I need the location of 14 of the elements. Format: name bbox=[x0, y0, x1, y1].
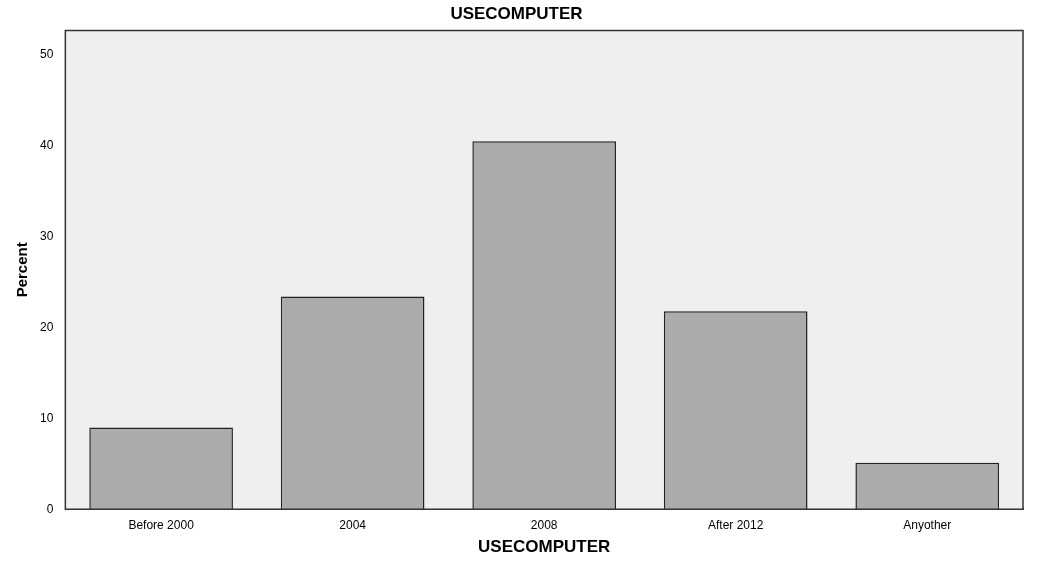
x-tick-label: Before 2000 bbox=[128, 517, 195, 532]
x-tick-label: After 2012 bbox=[708, 517, 764, 532]
y-tick-label: 0 bbox=[46, 501, 54, 516]
y-tick-label: 10 bbox=[39, 410, 54, 425]
y-axis-title: Percent bbox=[13, 242, 31, 298]
x-tick-label: 2008 bbox=[530, 517, 558, 532]
y-tick-label: 40 bbox=[39, 138, 54, 153]
chart-title: USECOMPUTER bbox=[450, 3, 583, 23]
y-tick-label: 30 bbox=[39, 228, 54, 243]
x-tick-label: 2004 bbox=[339, 517, 367, 532]
x-axis-title: USECOMPUTER bbox=[478, 537, 611, 557]
y-tick-label: 20 bbox=[39, 319, 54, 334]
x-tick-label: Anyother bbox=[903, 517, 952, 532]
y-tick-label: 50 bbox=[39, 47, 54, 62]
